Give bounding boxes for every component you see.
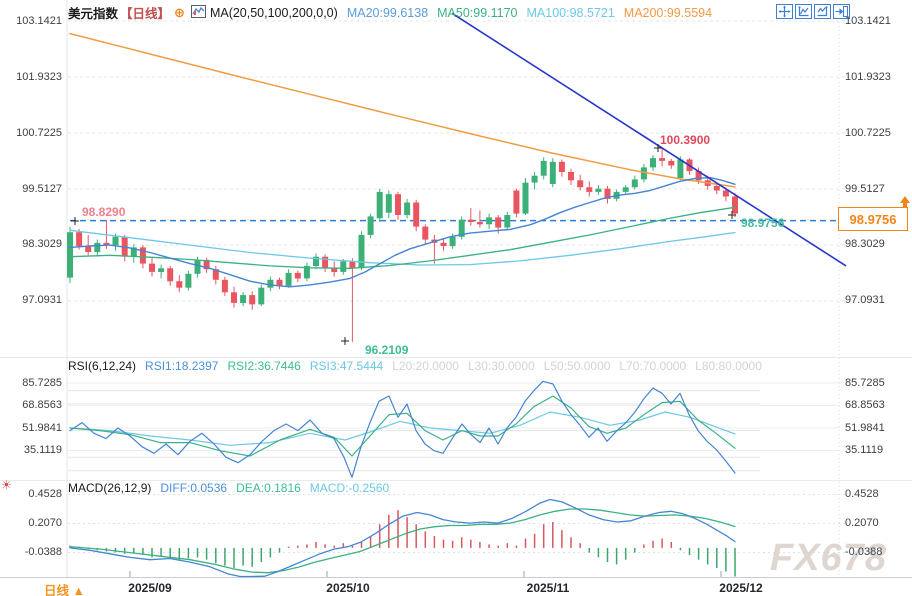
symbol-name: 美元指数 [68, 7, 119, 21]
ma200-line [69, 32, 736, 188]
price-axis-label: 99.5127 [22, 183, 62, 195]
chart-toolbar [776, 4, 850, 19]
price-axis-label: 98.3029 [22, 238, 62, 250]
ma50-line [69, 206, 736, 269]
rsi-axis-label: 51.9841 [22, 422, 62, 434]
period-tag: 【日线】 [120, 7, 171, 21]
x-axis-month-label: 2025/10 [326, 581, 370, 595]
macd-dea-value: DEA:0.1816 [236, 481, 301, 495]
rsi-axis-label: 68.8563 [845, 399, 885, 411]
macd-axis-label: 0.2070 [28, 517, 62, 529]
rsi-l80-value: L80:80.0000 [695, 359, 762, 373]
last-price-label: 98.9756 [741, 216, 785, 230]
macd-hist-value: MACD:-0.2560 [309, 481, 390, 495]
rsi-settings-label[interactable]: RSI(6,12,24) [68, 359, 137, 373]
shift-right-icon[interactable] [833, 4, 850, 19]
scale-left-axis-icon[interactable] [795, 4, 812, 19]
current-price-box: 98.9756 [838, 207, 908, 231]
ma50-value: MA50:99.1170 [437, 5, 518, 20]
add-indicator-icon[interactable]: ⊕ [174, 4, 185, 20]
rsi-axis-label: 85.7285 [845, 377, 885, 389]
rsi-axis-label: 85.7285 [22, 377, 62, 389]
price-axis-label: 100.7225 [16, 127, 62, 139]
rsi-legend: RSI(6,12,24) RSI1:18.2397 RSI2:36.7446 R… [68, 359, 771, 373]
ma100-line [69, 229, 736, 266]
drawing-anchor-icon[interactable] [71, 217, 79, 225]
rsi-axis-label: 68.8563 [22, 399, 62, 411]
ma-settings-label[interactable]: MA(20,50,100,200,0,0) [209, 5, 338, 20]
rsi-axis-label: 35.1119 [23, 444, 62, 456]
period-selector[interactable]: 日线 ▲ [44, 584, 85, 596]
rsi-axis-label: 51.9841 [845, 422, 885, 434]
drawing-anchor-icon[interactable] [341, 337, 349, 345]
price-axis-label: 103.1421 [16, 15, 62, 27]
macd-histogram [69, 510, 736, 577]
low-price-label: 96.2109 [365, 343, 409, 357]
move-crosshair-icon[interactable] [776, 4, 793, 19]
macd-axis-label: -0.0388 [24, 546, 62, 558]
x-axis-month-label: 2025/09 [128, 581, 172, 595]
price-axis-label: 98.3029 [845, 238, 885, 250]
ma200-value: MA200:99.5594 [623, 5, 713, 20]
high-price-label: 100.3900 [660, 133, 711, 147]
macd-axis-label: 0.2070 [845, 517, 879, 529]
rsi3-value: RSI3:47.5444 [309, 359, 384, 373]
macd-axis-label: 0.4528 [28, 488, 62, 500]
macd-legend: MACD(26,12,9) DIFF:0.0536 DEA:0.1816 MAC… [68, 481, 398, 495]
hline-price-label: 98.8290 [82, 205, 126, 219]
chart-style-icon[interactable] [190, 4, 206, 21]
rsi-l50-value: L50:50.0000 [543, 359, 611, 373]
price-axis-label: 101.9323 [845, 71, 891, 83]
ma20-line [69, 176, 736, 288]
price-axis-label: 100.7225 [845, 127, 891, 139]
macd-axis-label: -0.0388 [845, 546, 883, 558]
rsi2-value: RSI2:36.7446 [227, 359, 301, 373]
rsi3-line [69, 411, 736, 446]
macd-diff-value: DIFF:0.0536 [160, 481, 228, 495]
rsi-l70-value: L70:70.0000 [619, 359, 687, 373]
main-legend: 美元指数 【日线】 ⊕ MA(20,50,100,200,0,0) MA20:9… [68, 3, 721, 22]
price-axis-label: 103.1421 [845, 15, 891, 27]
scale-right-axis-icon[interactable] [814, 4, 831, 19]
drawing-anchor-icon[interactable] [728, 211, 736, 219]
macd-dea-line [69, 508, 736, 574]
candles-layer [67, 148, 738, 342]
drawing-anchor-icon[interactable] [654, 144, 662, 152]
macd-axis-label: 0.4528 [845, 488, 879, 500]
x-axis-month-label: 2025/12 [719, 581, 763, 595]
price-axis-label: 97.0931 [845, 294, 885, 306]
price-axis-label: 97.0931 [22, 294, 62, 306]
rsi1-value: RSI1:18.2397 [145, 359, 219, 373]
rsi2-line [69, 395, 736, 457]
rsi-l20-value: L20:20.0000 [392, 359, 459, 373]
watermark: FX678 [770, 537, 887, 579]
rsi-axis-label: 35.1119 [845, 444, 884, 456]
ma100-value: MA100:98.5721 [526, 5, 615, 20]
price-axis-label: 99.5127 [845, 183, 885, 195]
price-arrow-icon [900, 196, 910, 208]
ma20-value: MA20:99.6138 [346, 5, 429, 20]
x-axis-month-label: 2025/11 [526, 581, 570, 595]
rsi1-line [69, 380, 736, 478]
indicator-settings-icon[interactable]: ☀ [1, 478, 12, 492]
macd-diff-line [69, 498, 736, 578]
price-axis-label: 101.9323 [16, 71, 62, 83]
trend-drawing-line[interactable] [451, 12, 847, 267]
macd-settings-label[interactable]: MACD(26,12,9) [68, 481, 152, 495]
rsi-l30-value: L30:30.0000 [467, 359, 535, 373]
